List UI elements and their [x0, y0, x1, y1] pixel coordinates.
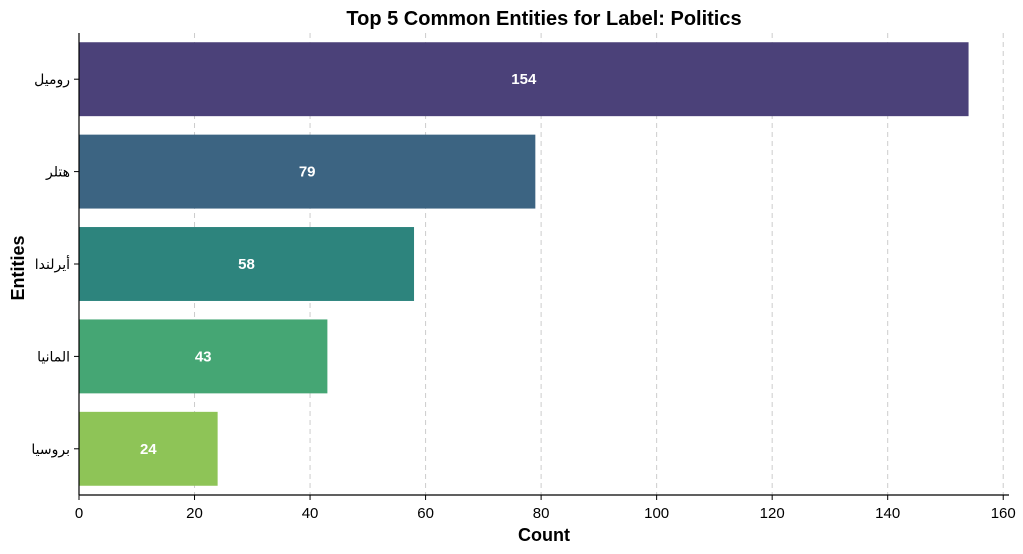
bars [79, 42, 969, 486]
bar-value-label: 43 [195, 348, 212, 365]
x-axis-label: Count [518, 525, 570, 545]
bar-value-label: 154 [511, 71, 537, 88]
chart-title: Top 5 Common Entities for Label: Politic… [346, 8, 741, 30]
bar [79, 411, 218, 486]
x-tick-label: 100 [644, 505, 669, 522]
y-tick-label: بروسيا [31, 442, 70, 458]
bar [79, 227, 415, 301]
y-ticks: روميل هتلر أيرلندا المانيا بروسيا [31, 72, 79, 458]
x-tick-label: 40 [302, 505, 319, 522]
bar-value-label: 58 [238, 256, 255, 273]
x-tick-label: 20 [186, 505, 203, 522]
y-tick-label: أيرلندا [35, 255, 70, 273]
bar [79, 42, 969, 117]
x-tick-label: 120 [760, 505, 785, 522]
x-tick-label: 0 [75, 505, 83, 522]
bar-value-label: 24 [140, 441, 157, 458]
y-tick-label: المانيا [37, 349, 70, 365]
x-tick-label: 160 [991, 505, 1016, 522]
value-labels: 154 79 58 43 24 [140, 71, 537, 458]
x-tick-label: 80 [533, 505, 550, 522]
bar-value-label: 79 [299, 164, 316, 181]
bar [79, 134, 536, 209]
bar [79, 319, 328, 394]
y-axis-label: Entities [8, 235, 28, 300]
x-tick-label: 140 [875, 505, 900, 522]
y-tick-label: روميل [34, 72, 70, 88]
x-tick-label: 60 [417, 505, 434, 522]
x-ticks: 0 20 40 60 80 100 120 140 160 [75, 495, 1016, 522]
y-tick-label: هتلر [45, 165, 70, 181]
